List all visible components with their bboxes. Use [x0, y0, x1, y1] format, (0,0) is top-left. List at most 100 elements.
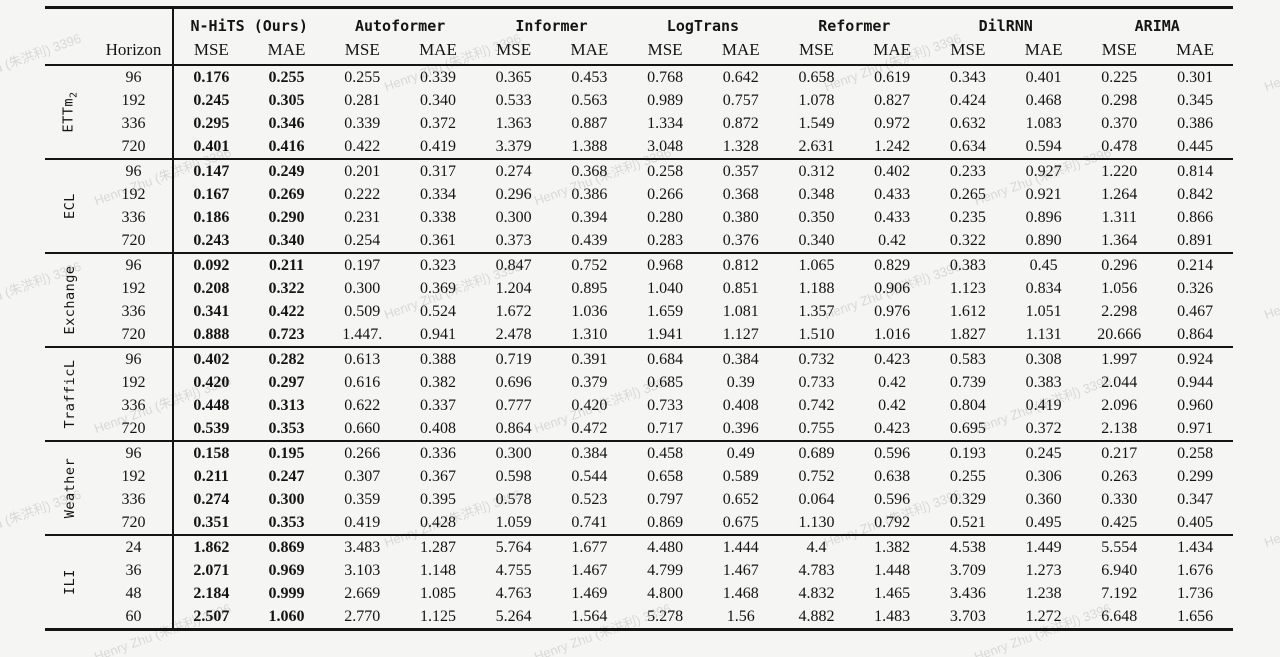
value-cell: 0.439 — [571, 231, 608, 249]
value-cell: 0.660 — [344, 419, 381, 437]
dataset-label: ECL — [62, 193, 78, 219]
value-cell: 0.343 — [949, 68, 986, 86]
dataset-label-cell: ECL — [45, 159, 95, 253]
value-cell: 1.941 — [647, 325, 684, 343]
value-cell: 0.386 — [571, 185, 608, 203]
value-cell: 0.348 — [798, 185, 835, 203]
value-cell: 0.419 — [1025, 396, 1062, 414]
value-cell: 0.395 — [419, 490, 456, 508]
value-cell: 0.396 — [722, 419, 759, 437]
value-cell: 0.869 — [647, 513, 684, 531]
horizon-cell: 48 — [125, 584, 142, 602]
value-cell: 0.685 — [647, 373, 684, 391]
dataset-label: Exchange — [62, 265, 78, 335]
data-row: 336 0.186 0.290 0.231 0.338 0.300 0.394 0.280 0.… — [45, 206, 1233, 229]
metric-header-mae: MAE — [267, 40, 306, 59]
value-cell: 0.283 — [647, 231, 684, 249]
value-cell: 0.339 — [344, 114, 381, 132]
value-cell: 0.652 — [722, 490, 759, 508]
value-cell: 0.521 — [949, 513, 986, 531]
value-cell: 0.382 — [419, 373, 456, 391]
horizon-cell: 192 — [121, 279, 146, 297]
value-cell: 1.238 — [1025, 584, 1062, 602]
value-cell: 0.896 — [1025, 208, 1062, 226]
blank-cell — [45, 36, 95, 65]
value-cell: 5.554 — [1101, 538, 1138, 556]
value-cell: 0.533 — [495, 91, 532, 109]
value-cell: 0.235 — [949, 208, 986, 226]
value-cell: 1.659 — [647, 302, 684, 320]
value-cell: 0.829 — [874, 256, 911, 274]
value-cell: 0.064 — [798, 490, 835, 508]
value-cell: 1.123 — [949, 279, 986, 297]
value-cell: 0.323 — [419, 256, 456, 274]
value-cell: 0.372 — [1025, 419, 1062, 437]
horizon-cell: 60 — [125, 607, 142, 625]
value-cell: 0.401 — [172, 135, 249, 159]
data-row: ETTm2 96 0.176 0.255 0.255 0.339 0.365 0.453 0.7… — [45, 65, 1233, 133]
data-row: 48 2.184 0.999 2.669 1.085 4.763 1.469 4.800 1.4… — [45, 582, 1233, 605]
value-cell: 1.56 — [726, 607, 755, 625]
data-row: 336 0.341 0.422 0.509 0.524 1.672 1.036 1.659 1.… — [45, 300, 1233, 323]
metric-header-mse: MSE — [798, 40, 834, 59]
value-cell: 0.544 — [571, 467, 608, 485]
value-cell: 0.523 — [571, 490, 608, 508]
value-cell: 0.616 — [344, 373, 381, 391]
value-cell: 0.42 — [878, 373, 907, 391]
value-cell: 1.469 — [571, 584, 608, 602]
value-cell: 2.071 — [172, 559, 249, 582]
value-cell: 1.036 — [571, 302, 608, 320]
value-cell: 5.278 — [647, 607, 684, 625]
value-cell: 1.862 — [172, 535, 249, 559]
data-row: 192 0.208 0.322 0.300 0.369 1.204 0.895 1.040 0.… — [45, 277, 1233, 300]
data-row: 720 0.888 0.723 1.447. 0.941 2.478 1.310 1.941 1… — [45, 323, 1233, 347]
value-cell: 0.944 — [1177, 373, 1214, 391]
metric-header-mae: MAE — [419, 40, 457, 59]
horizon-cell: 720 — [121, 419, 146, 437]
horizon-cell: 192 — [121, 185, 146, 203]
value-cell: 0.453 — [571, 68, 608, 86]
dataset-group-trafficl: TrafficL 96 0.402 0.282 0.613 0.388 0.719 0.391… — [45, 347, 1233, 441]
value-cell: 0.350 — [798, 208, 835, 226]
value-cell: 1.220 — [1101, 162, 1138, 180]
value-cell: 4.832 — [798, 584, 835, 602]
value-cell: 0.891 — [1177, 231, 1214, 249]
horizon-cell: 336 — [121, 114, 146, 132]
watermark-text: Henry Zhu (朱洪利) 3396 — [1262, 259, 1280, 323]
value-cell: 0.211 — [172, 465, 249, 488]
value-cell: 0.388 — [419, 350, 456, 368]
value-cell: 2.096 — [1101, 396, 1138, 414]
value-cell: 0.367 — [419, 467, 456, 485]
dataset-label-cell: Exchange — [45, 253, 95, 347]
value-cell: 1.040 — [647, 279, 684, 297]
metric-header-mse: MSE — [496, 40, 532, 59]
value-cell: 1.078 — [798, 91, 835, 109]
metric-header-mse: MSE — [172, 36, 249, 65]
value-cell: 1.085 — [419, 584, 456, 602]
value-cell: 0.307 — [344, 467, 381, 485]
value-cell: 1.328 — [722, 137, 759, 155]
value-cell: 2.478 — [495, 325, 532, 343]
model-header-autoformer: Autoformer — [354, 17, 446, 35]
value-cell: 2.138 — [1101, 419, 1138, 437]
value-cell: 0.864 — [1177, 325, 1214, 343]
horizon-cell: 96 — [125, 68, 142, 86]
value-cell: 0.739 — [949, 373, 986, 391]
value-cell: 0.622 — [344, 396, 381, 414]
metric-header-mse: MSE — [647, 40, 683, 59]
value-cell: 0.49 — [726, 444, 755, 462]
value-cell: 0.777 — [495, 396, 532, 414]
value-cell: 1.363 — [495, 114, 532, 132]
value-cell: 0.347 — [1177, 490, 1214, 508]
value-cell: 0.245 — [172, 89, 249, 112]
model-header-dilrnn: DilRNN — [978, 17, 1033, 35]
horizon-cell: 192 — [121, 467, 146, 485]
value-cell: 0.927 — [1025, 162, 1062, 180]
value-cell: 1.827 — [949, 325, 986, 343]
value-cell: 0.266 — [647, 185, 684, 203]
value-cell: 0.887 — [571, 114, 608, 132]
value-cell: 3.483 — [344, 538, 381, 556]
value-cell: 0.147 — [172, 159, 249, 183]
value-cell: 0.689 — [798, 444, 835, 462]
